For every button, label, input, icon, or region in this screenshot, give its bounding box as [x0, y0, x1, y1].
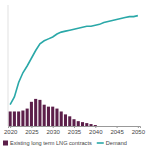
x-tick-label: 2020 [4, 129, 18, 135]
bar [94, 125, 97, 126]
x-tick-mark [10, 126, 11, 128]
x-tick-mark [95, 126, 96, 128]
bar [64, 114, 67, 126]
bar [89, 124, 92, 126]
x-tick-mark [31, 126, 32, 128]
bar [26, 109, 29, 126]
x-tick-label: 2040 [89, 129, 103, 135]
x-tick-label: 2050 [132, 129, 146, 135]
legend-swatch [97, 142, 104, 144]
bar [85, 123, 88, 126]
chart: 2020 2025 2030 2035 2040 2045 2050 Existing lon… [0, 0, 150, 150]
bar [38, 100, 41, 126]
x-tick-label: 2025 [25, 129, 39, 135]
y-axis-line [8, 5, 9, 126]
legend-swatch [3, 141, 8, 146]
line [10, 16, 138, 105]
x-tick: 2030 [47, 126, 61, 135]
bar [34, 99, 37, 126]
x-tick-label: 2030 [47, 129, 61, 135]
bar [60, 111, 63, 126]
bar [43, 105, 46, 126]
bar [55, 109, 58, 126]
x-tick: 2020 [4, 126, 18, 135]
bar [68, 116, 71, 126]
bar [47, 107, 50, 126]
x-tick-mark [117, 126, 118, 128]
x-tick-label: 2035 [68, 129, 82, 135]
bar [81, 122, 84, 126]
x-axis-line [9, 127, 141, 129]
x-tick-mark [74, 126, 75, 128]
bar [77, 121, 80, 126]
plot-area [9, 16, 138, 126]
bar [72, 119, 75, 126]
bar [30, 102, 33, 126]
bar [9, 111, 12, 126]
x-tick-mark [138, 126, 139, 128]
x-tick-label: 2045 [110, 129, 124, 135]
legend: Existing long term LNG contracts Demand [3, 140, 127, 146]
x-tick: 2050 [132, 126, 146, 135]
legend-label: Existing long term LNG contracts [10, 140, 92, 146]
x-tick: 2035 [68, 126, 82, 135]
legend-label: Demand [106, 140, 127, 146]
bar [21, 111, 24, 126]
x-tick: 2045 [110, 126, 124, 135]
x-tick: 2040 [89, 126, 103, 135]
x-tick: 2025 [25, 126, 39, 135]
bar [51, 107, 54, 126]
bar [13, 111, 16, 126]
x-tick-mark [53, 126, 54, 128]
bar [17, 111, 20, 126]
x-axis: 2020 2025 2030 2035 2040 2045 2050 [4, 126, 146, 135]
